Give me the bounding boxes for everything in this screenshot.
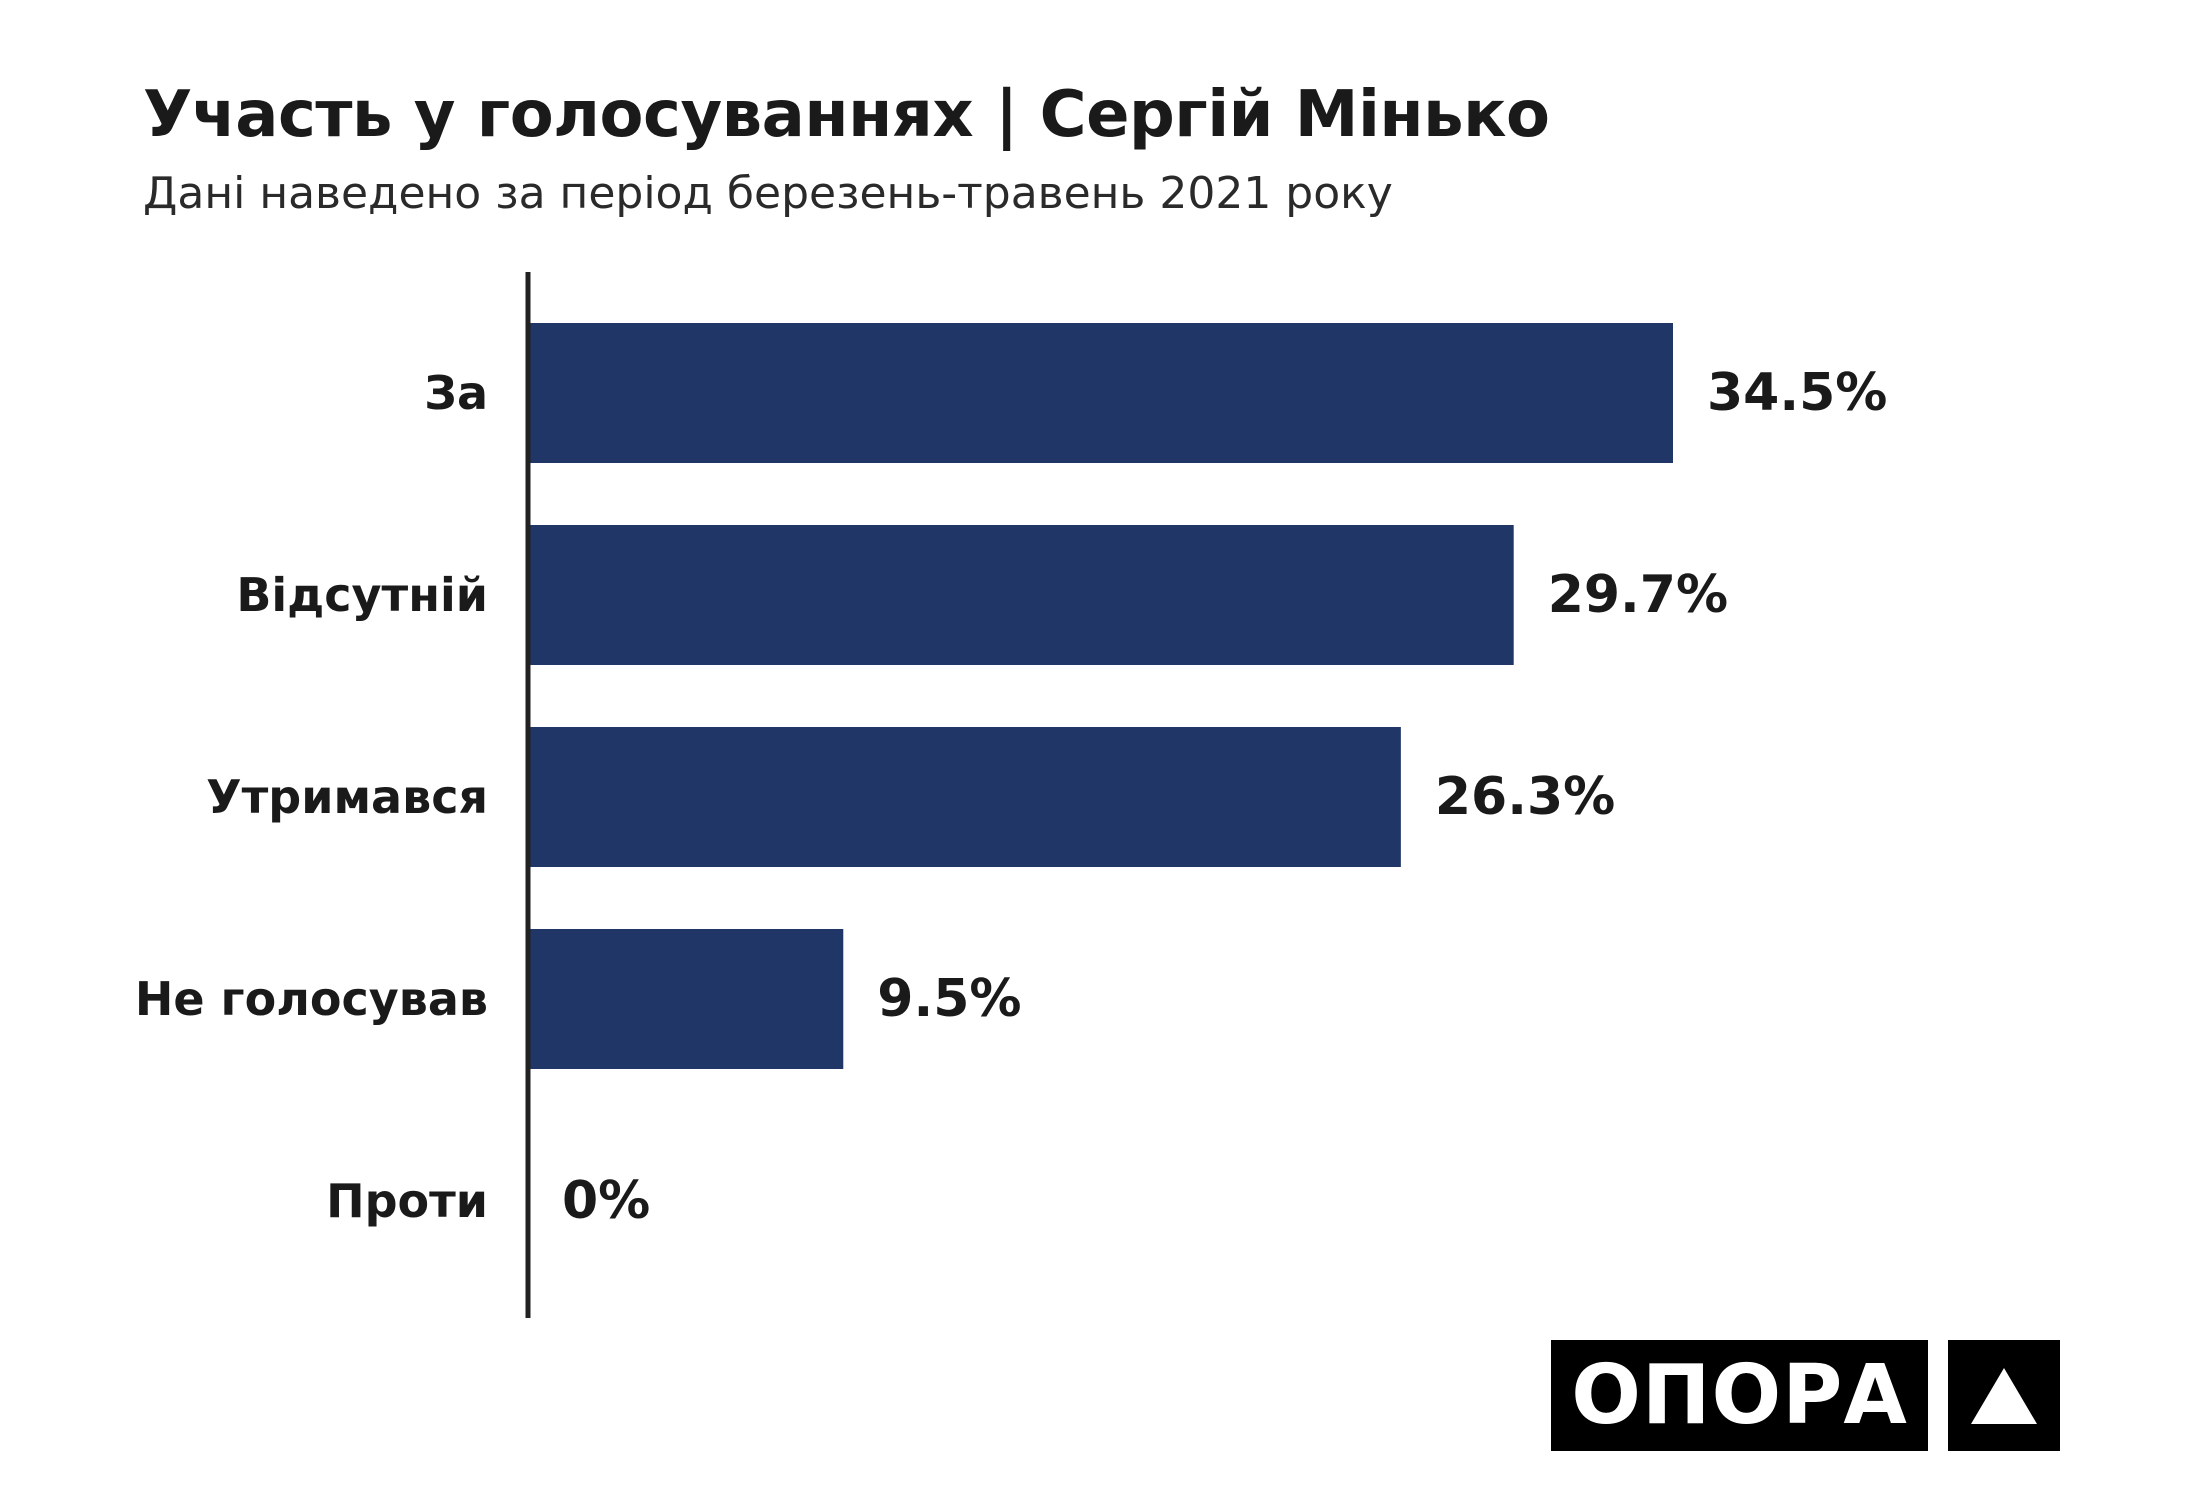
bar	[528, 323, 1673, 463]
value-label: 34.5%	[1707, 363, 1887, 423]
bar	[528, 929, 844, 1069]
category-label: За	[424, 366, 488, 420]
bar	[528, 525, 1514, 665]
bar	[528, 727, 1401, 867]
triangle-icon	[1948, 1340, 2060, 1451]
chart-title: Участь у голосуваннях | Сергій Мінько	[143, 78, 1550, 152]
chart-subtitle: Дані наведено за період березень-травень…	[143, 168, 1393, 219]
opora-logo-wordmark: ОПОРА	[1551, 1340, 1928, 1451]
triangle-icon-shape	[1971, 1367, 2037, 1424]
value-label: 9.5%	[877, 969, 1021, 1029]
value-label: 0%	[562, 1171, 650, 1231]
category-label: Відсутній	[236, 568, 488, 622]
category-label: Утримався	[206, 770, 488, 824]
value-label: 26.3%	[1435, 767, 1615, 827]
value-label: 29.7%	[1548, 565, 1728, 625]
category-label: Не голосував	[135, 972, 488, 1026]
category-label: Проти	[326, 1174, 488, 1228]
